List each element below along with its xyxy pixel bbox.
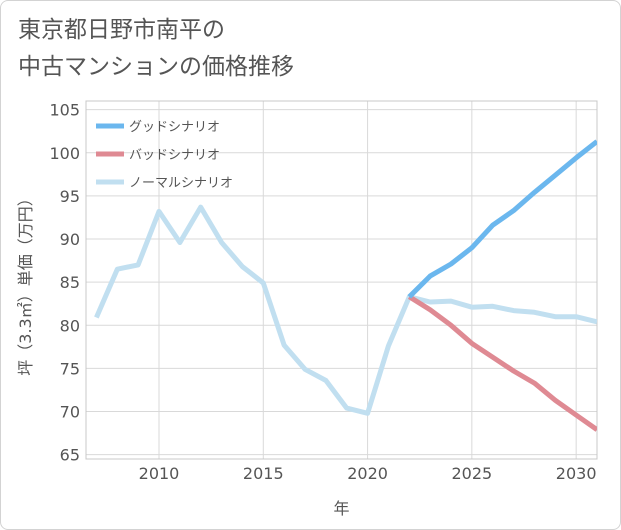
x-tick-label: 2010 xyxy=(139,464,180,483)
series-line-bad xyxy=(407,294,597,432)
y-tick-label: 80 xyxy=(60,316,80,335)
grid-lines xyxy=(86,101,597,459)
x-axis-label: 年 xyxy=(333,499,349,518)
y-tick-label: 65 xyxy=(60,446,80,465)
legend-label-normal: ノーマルシナリオ xyxy=(129,176,233,191)
y-tick-label: 75 xyxy=(60,359,80,378)
y-tick-label: 70 xyxy=(60,403,80,422)
axis-ticks: 65 70 75 80 85 90 95 100 105 2010 2015 2020 2025 2030 xyxy=(49,101,596,483)
legend-label-bad: バッドシナリオ xyxy=(129,148,220,163)
series-line-normal xyxy=(94,204,597,416)
series-line-good xyxy=(407,139,597,299)
y-tick-label: 85 xyxy=(60,273,80,292)
chart-title-line-2: 中古マンションの価格推移 xyxy=(18,54,294,80)
x-tick-label: 2015 xyxy=(243,464,284,483)
x-tick-label: 2030 xyxy=(556,464,597,483)
chart-title-line-1: 東京都日野市南平の xyxy=(18,17,225,43)
series-lines xyxy=(94,139,597,432)
y-axis-label: 坪（3.3㎡）単価（万円） xyxy=(16,190,35,375)
y-tick-label: 90 xyxy=(60,230,80,249)
plot-frame xyxy=(85,100,598,460)
x-tick-label: 2020 xyxy=(347,464,388,483)
x-tick-label: 2025 xyxy=(451,464,492,483)
legend-label-good: グッドシナリオ xyxy=(129,120,220,135)
y-tick-label: 95 xyxy=(60,187,80,206)
chart-title: 東京都日野市南平の 中古マンションの価格推移 xyxy=(18,12,294,86)
y-tick-label: 105 xyxy=(49,101,80,120)
y-tick-label: 100 xyxy=(49,144,80,163)
